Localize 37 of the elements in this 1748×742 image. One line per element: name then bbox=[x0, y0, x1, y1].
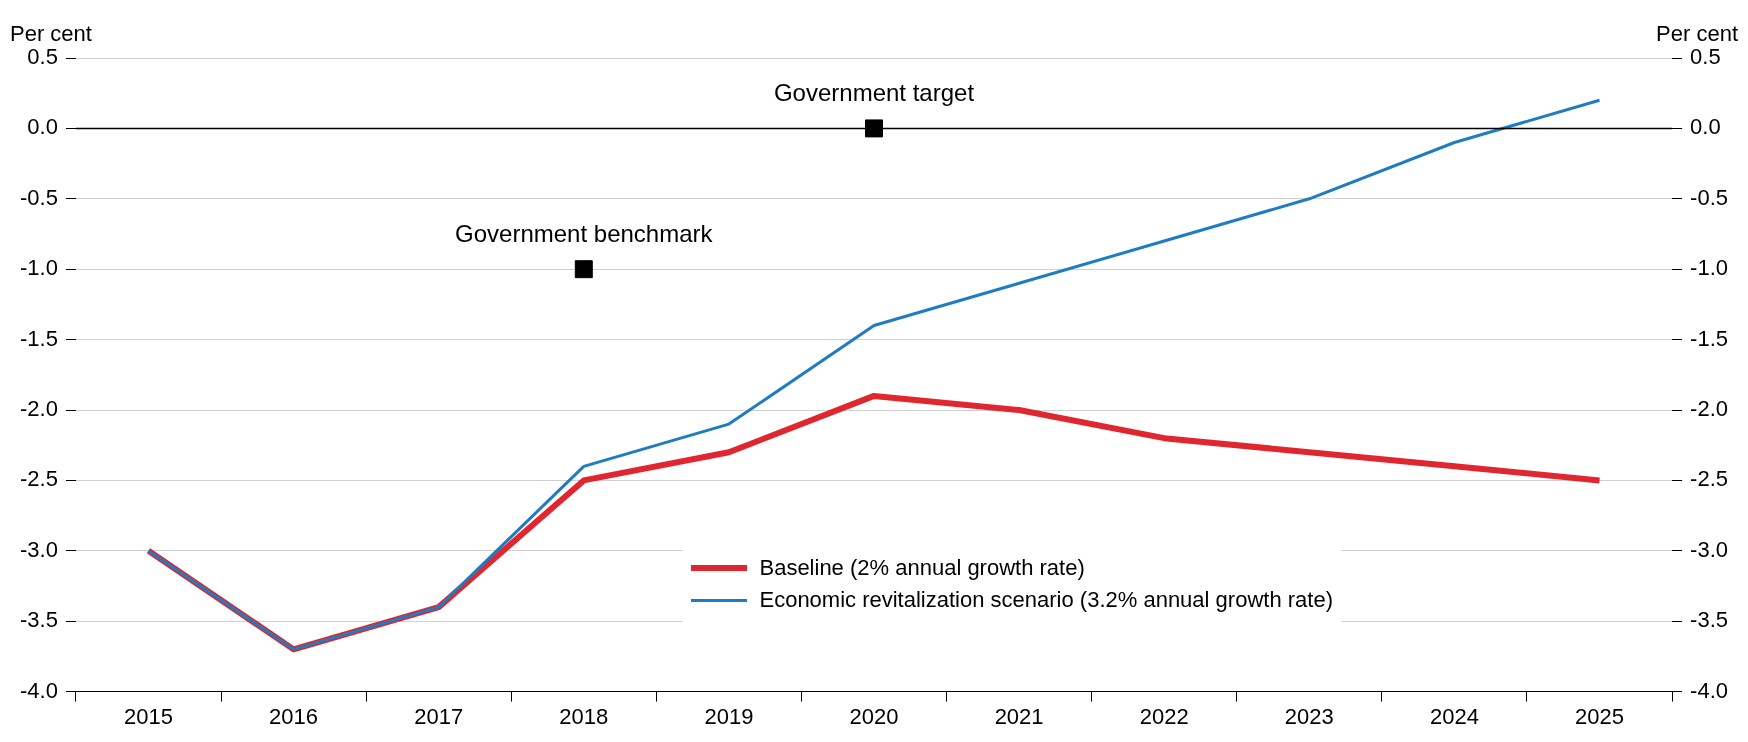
y2-tick-label: 0.5 bbox=[1690, 44, 1721, 70]
x-tick-label: 2015 bbox=[123, 703, 173, 729]
x-tick-label: 2018 bbox=[559, 703, 609, 729]
y2-tick-label: -0.5 bbox=[1690, 184, 1729, 210]
y-tick-label: -0.5 bbox=[19, 184, 58, 210]
y-tick-label: -1.0 bbox=[19, 255, 58, 281]
y2-tick-label: -4.0 bbox=[1690, 677, 1729, 703]
y2-axis-title: Per cent bbox=[1656, 21, 1738, 47]
x-tick-label: 2020 bbox=[849, 703, 899, 729]
legend-label: Baseline (2% annual growth rate) bbox=[759, 555, 1085, 582]
x-tick-label: 2025 bbox=[1575, 703, 1625, 729]
legend-label: Economic revitalization scenario (3.2% annual growth rate) bbox=[759, 587, 1333, 614]
y-tick-label: 0.0 bbox=[27, 114, 58, 140]
y-tick-label: -2.5 bbox=[19, 466, 58, 492]
y-axis-title: Per cent bbox=[10, 21, 92, 47]
y-tick-label: -3.0 bbox=[19, 536, 58, 562]
y-tick-label: 0.5 bbox=[27, 44, 58, 70]
y2-tick-label: -2.5 bbox=[1690, 466, 1729, 492]
y2-tick-label: 0.0 bbox=[1690, 114, 1721, 140]
x-tick-label: 2016 bbox=[269, 703, 319, 729]
x-tick-label: 2022 bbox=[1139, 703, 1189, 729]
y-tick-label: -2.0 bbox=[19, 396, 58, 422]
x-tick-label: 2017 bbox=[414, 703, 464, 729]
y2-tick-label: -1.5 bbox=[1690, 325, 1729, 351]
x-tick-label: 2024 bbox=[1429, 703, 1479, 729]
x-tick-label: 2019 bbox=[704, 703, 754, 729]
y2-tick-label: -1.0 bbox=[1690, 255, 1729, 281]
y-tick-label: -4.0 bbox=[19, 677, 58, 703]
y-tick-label: -1.5 bbox=[19, 325, 58, 351]
annotation: Government benchmark bbox=[455, 219, 714, 247]
x-tick-label: 2021 bbox=[994, 703, 1044, 729]
y2-tick-label: -2.0 bbox=[1690, 396, 1729, 422]
x-tick-label: 2023 bbox=[1284, 703, 1334, 729]
y2-tick-label: -3.0 bbox=[1690, 536, 1729, 562]
annotation: Government target bbox=[773, 79, 975, 107]
y-tick-label: -3.5 bbox=[19, 607, 58, 633]
y2-tick-label: -3.5 bbox=[1690, 607, 1729, 633]
